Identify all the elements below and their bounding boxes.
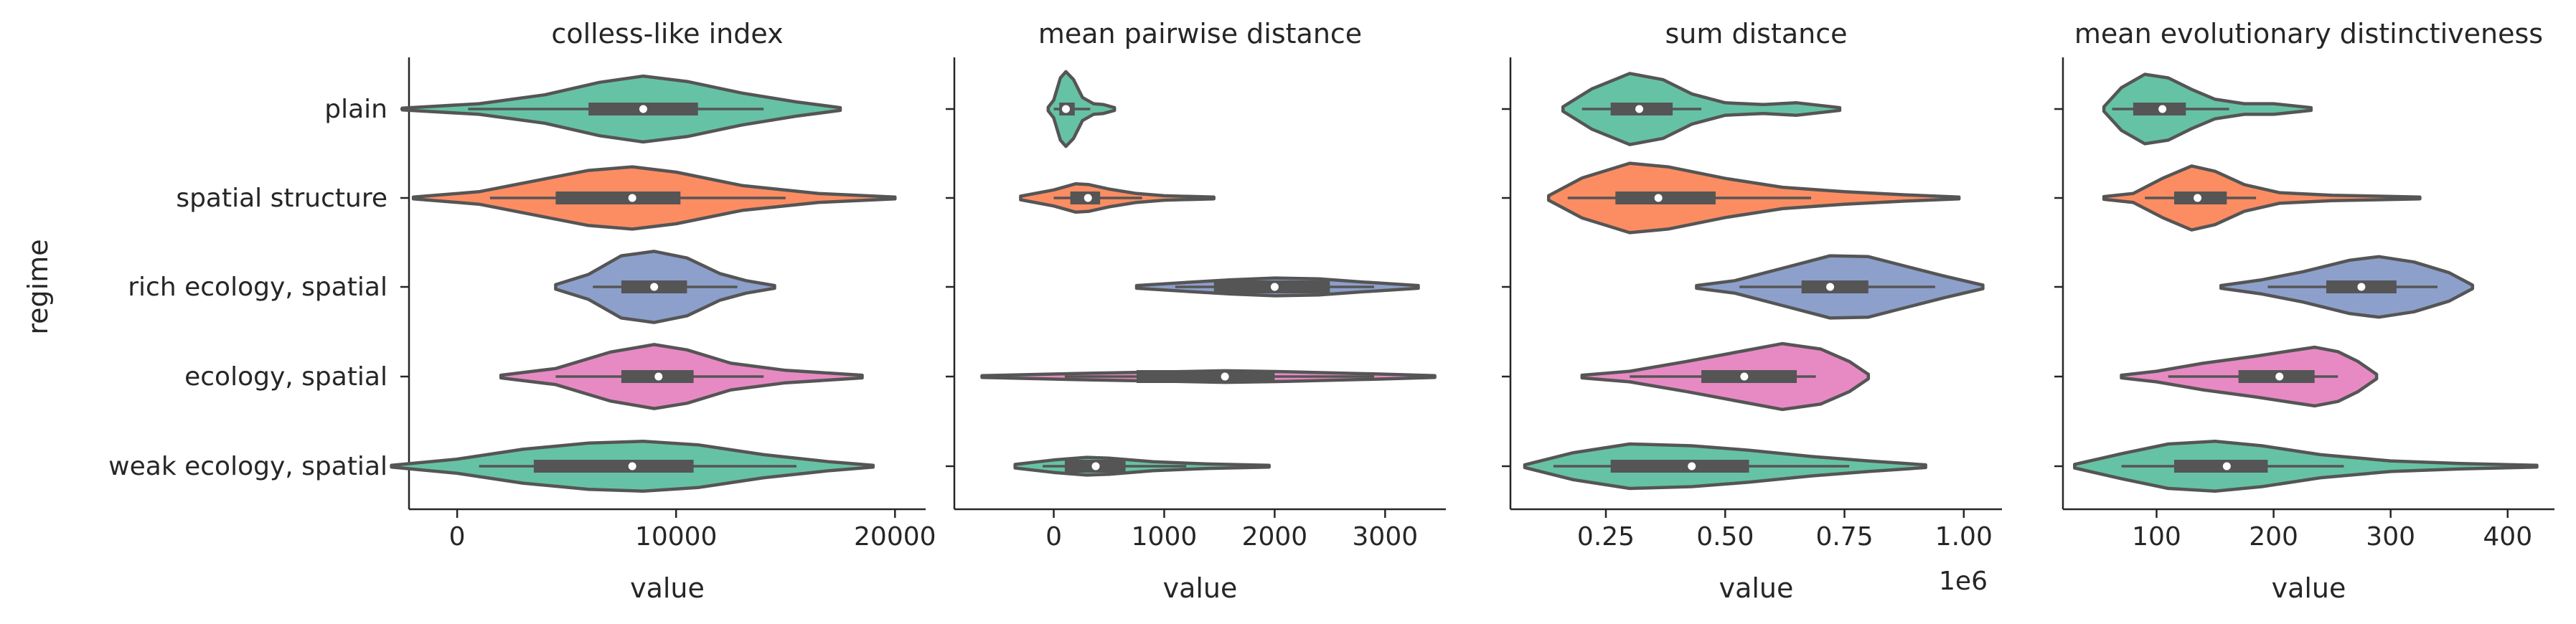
x-tick-label: 1.00	[1935, 522, 1993, 552]
x-tick-label: 1000	[1132, 522, 1198, 552]
violin-iqr-box	[1610, 460, 1749, 473]
x-tick-label: 20000	[854, 522, 936, 552]
category-tick-label: rich ecology, spatial	[128, 273, 387, 302]
violin-iqr-box	[1615, 192, 1716, 204]
x-tick-label: 0.75	[1815, 522, 1873, 552]
violin-median-dot	[2158, 105, 2167, 113]
violin-median-dot	[2222, 462, 2231, 471]
x-tick-label: 400	[2483, 522, 2532, 552]
x-tick-label: 2000	[1242, 522, 1308, 552]
violin-median-dot	[1061, 105, 1070, 113]
x-tick-label: 10000	[635, 522, 718, 552]
violin-body	[2102, 164, 2422, 232]
x-tick-label: 3000	[1353, 522, 1419, 552]
violin-median-dot	[1740, 372, 1749, 381]
x-tick-label: 200	[2249, 522, 2298, 552]
x-tick-label: 0	[449, 522, 466, 552]
violin-median-dot	[628, 462, 636, 471]
panel-title: mean pairwise distance	[1038, 18, 1362, 49]
violin-median-dot	[650, 283, 659, 291]
violin-median-dot	[1083, 194, 1092, 202]
panel-title: colless-like index	[551, 18, 783, 49]
y-axis-label: regime	[22, 239, 54, 334]
category-tick-label: weak ecology, spatial	[108, 452, 387, 481]
x-tick-label: 0.25	[1577, 522, 1635, 552]
x-axis-label: value	[630, 572, 705, 604]
violin-median-dot	[639, 105, 647, 113]
violin-median-dot	[1221, 372, 1229, 381]
x-tick-label: 0.50	[1696, 522, 1754, 552]
violin-median-dot	[1654, 194, 1663, 202]
panel-title: sum distance	[1665, 18, 1848, 49]
violin-iqr-box	[1701, 370, 1797, 383]
x-tick-label: 0	[1045, 522, 1062, 552]
x-tick-label: 100	[2132, 522, 2181, 552]
violin-iqr-box	[2173, 460, 2268, 473]
violin-median-dot	[628, 194, 636, 202]
violin-median-dot	[1091, 462, 1100, 471]
violin-iqr-box	[1801, 280, 1868, 293]
violin-median-dot	[2275, 372, 2284, 381]
x-tick-label: 300	[2366, 522, 2415, 552]
x-axis-label: value	[1719, 572, 1794, 604]
panel-title: mean evolutionary distinctiveness	[2074, 18, 2543, 49]
violin-iqr-box	[533, 460, 694, 473]
x-axis-label: value	[2272, 572, 2346, 604]
category-tick-label: plain	[324, 95, 387, 124]
violin-body	[1561, 72, 1842, 146]
violin-median-dot	[654, 372, 663, 381]
violin-median-dot	[2194, 194, 2202, 202]
x-axis-label: value	[1163, 572, 1238, 604]
category-tick-label: spatial structure	[176, 184, 387, 213]
violin-median-dot	[1688, 462, 1696, 471]
violin-iqr-box	[1136, 370, 1275, 383]
violin-median-dot	[1270, 283, 1279, 291]
violin-iqr-box	[555, 192, 681, 204]
axis-offset-label: 1e6	[1939, 567, 1988, 596]
violin-median-dot	[2357, 283, 2366, 291]
violin-median-dot	[1826, 283, 1835, 291]
category-tick-label: ecology, spatial	[184, 362, 387, 392]
violin-median-dot	[1635, 105, 1644, 113]
